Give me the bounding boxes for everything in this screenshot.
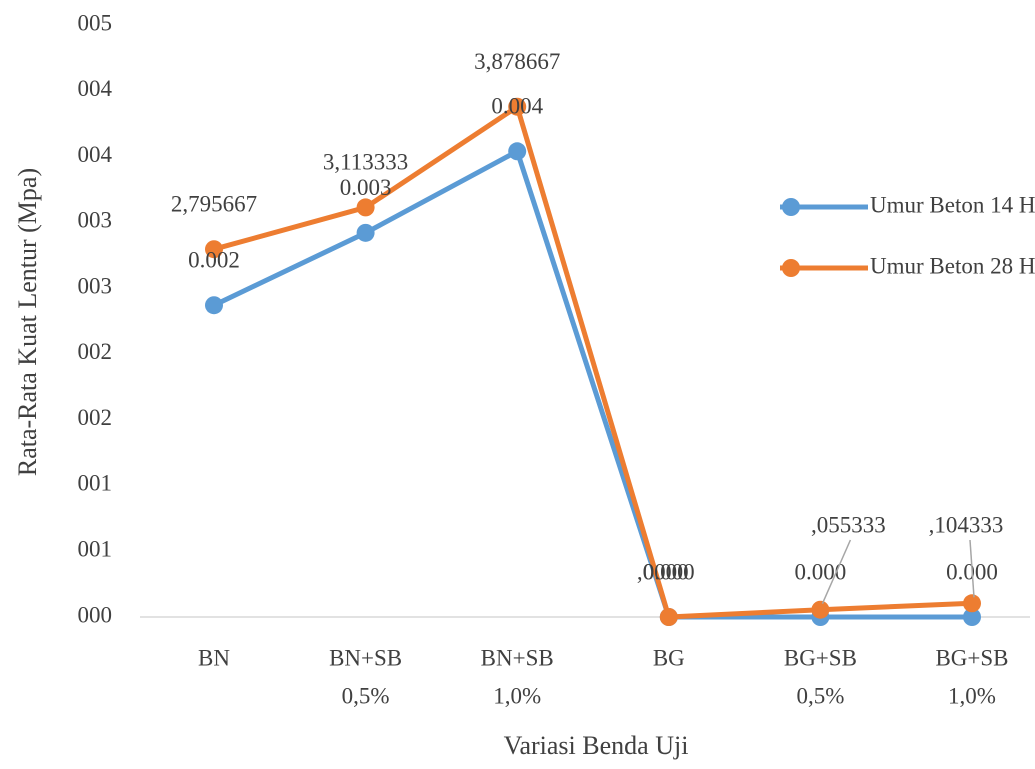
y-axis-title: Rata-Rata Kuat Lentur (Mpa) (13, 168, 42, 476)
y-tick-label: 005 (78, 10, 113, 35)
x-tick-label: BN+SB (329, 645, 402, 670)
leader-line (969, 539, 975, 598)
legend-marker (782, 259, 800, 277)
data-label: 0.002 (188, 247, 240, 272)
point (811, 600, 830, 619)
point (508, 97, 527, 116)
x-tick-label: BG+SB (935, 645, 1008, 670)
legend-label: Umur Beton 14 Hari (870, 192, 1035, 217)
data-label: ,055333 (811, 512, 886, 537)
x-tick-label: BG+SB (784, 645, 857, 670)
y-tick-label: 003 (78, 208, 113, 233)
point (963, 608, 981, 626)
point (659, 608, 678, 626)
data-label: 2,795667 (171, 191, 257, 216)
point (508, 142, 527, 161)
y-tick-label: 001 (78, 471, 113, 496)
leader-line (821, 539, 852, 605)
x-tick-label: BN (198, 645, 230, 670)
y-tick-label: 004 (78, 76, 113, 101)
data-label: 3,113333 (323, 150, 408, 175)
data-label: 0.000 (795, 559, 847, 584)
x-axis-title: Variasi Benda Uji (504, 731, 689, 760)
x-tick-label: 0,5% (796, 683, 844, 708)
legend-label: Umur Beton 28 Hari (870, 253, 1035, 278)
x-tick-label: 0,5% (342, 683, 390, 708)
y-tick-label: 002 (78, 339, 113, 364)
y-tick-label: 001 (78, 537, 113, 562)
y-tick-label: 000 (78, 602, 113, 627)
data-label: 0.004 (491, 94, 543, 119)
y-tick-label: 002 (78, 405, 113, 430)
x-tick-label: 1,0% (948, 683, 996, 708)
point (356, 198, 375, 217)
x-tick-label: BN+SB (481, 645, 554, 670)
data-label: 0.003 (340, 175, 392, 200)
series-line (212, 148, 972, 620)
point (963, 594, 981, 613)
data-label: 0.000 (643, 559, 695, 584)
legend-marker (782, 198, 800, 216)
point (205, 296, 223, 315)
x-tick-label: BG (653, 645, 685, 670)
point (205, 240, 223, 259)
point (356, 223, 375, 242)
y-tick-label: 004 (78, 142, 113, 167)
data-label: ,0000 (637, 559, 689, 584)
x-tick-label: 1,0% (493, 683, 541, 708)
data-label: ,104333 (929, 512, 1004, 537)
data-label: 3,878667 (474, 49, 560, 74)
y-tick-label: 003 (78, 273, 113, 298)
series-line (213, 104, 973, 620)
